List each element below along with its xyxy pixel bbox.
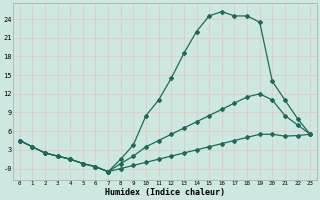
X-axis label: Humidex (Indice chaleur): Humidex (Indice chaleur)	[105, 188, 225, 197]
